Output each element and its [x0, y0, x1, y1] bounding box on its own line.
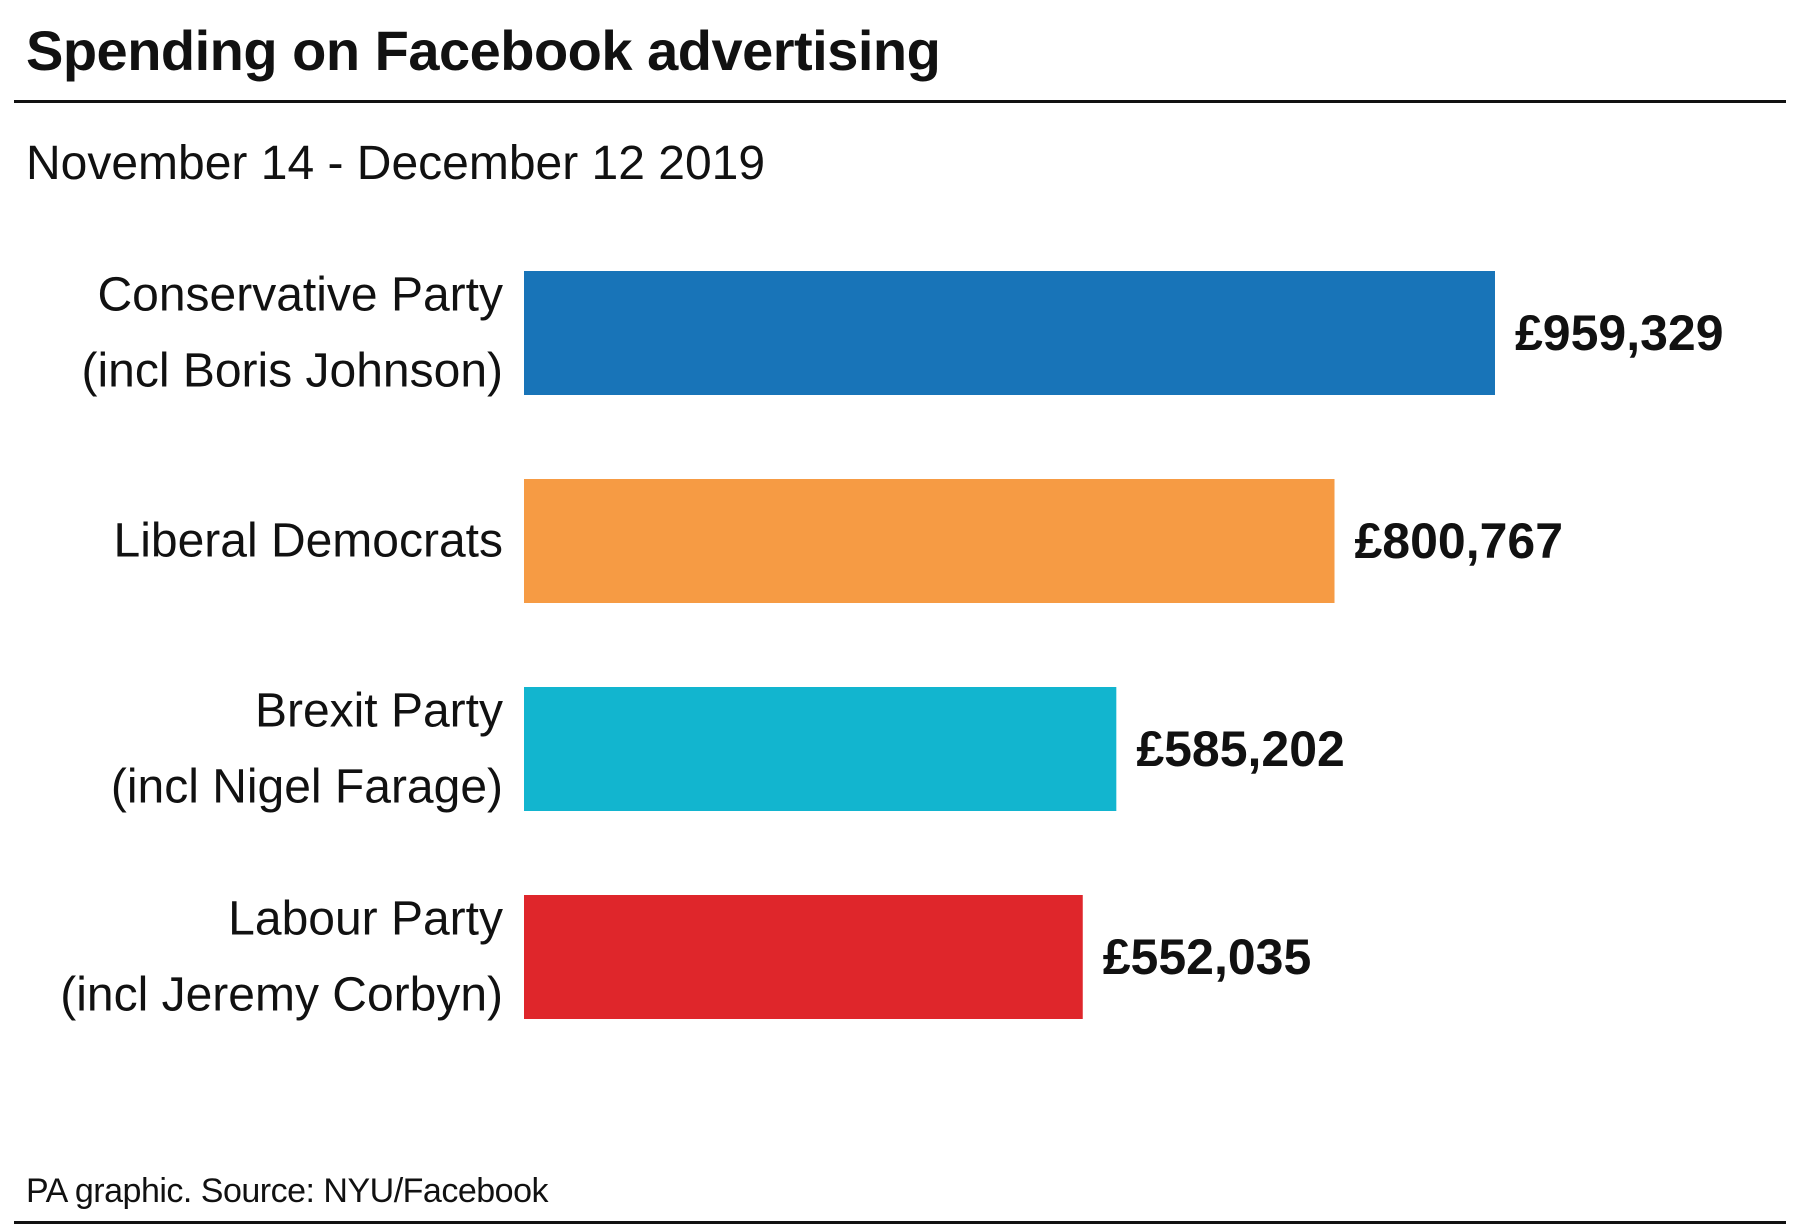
bar-4	[524, 895, 1083, 1019]
footer-divider	[14, 1221, 1786, 1224]
value-labels-layer: £959,329 £800,767 £585,202 £552,035	[1103, 305, 1724, 985]
source-note: PA graphic. Source: NYU/Facebook	[26, 1172, 548, 1210]
category-label-1-line-2: (incl Boris Johnson)	[82, 345, 504, 398]
category-label-4-line-1: Labour Party	[228, 893, 503, 946]
bar-1	[524, 271, 1495, 395]
category-label-3-line-1: Brexit Party	[255, 685, 503, 738]
bars-layer	[524, 271, 1495, 1019]
bar-3	[524, 687, 1117, 811]
category-label-3-line-2: (incl Nigel Farage)	[111, 761, 503, 814]
title-divider	[14, 100, 1786, 103]
value-label-4: £552,035	[1103, 929, 1312, 985]
category-labels-layer: Conservative Party (incl Boris Johnson) Li…	[60, 269, 503, 1022]
value-label-3: £585,202	[1136, 721, 1345, 777]
chart-title: Spending on Facebook advertising	[26, 19, 941, 82]
chart-subtitle: November 14 - December 12 2019	[26, 137, 766, 190]
category-label-4-line-2: (incl Jeremy Corbyn)	[60, 969, 503, 1022]
bar-2	[524, 479, 1335, 603]
value-label-2: £800,767	[1355, 513, 1564, 569]
category-label-2-line-1: Liberal Democrats	[114, 515, 503, 568]
value-label-1: £959,329	[1515, 305, 1724, 361]
category-label-1-line-1: Conservative Party	[98, 269, 504, 322]
